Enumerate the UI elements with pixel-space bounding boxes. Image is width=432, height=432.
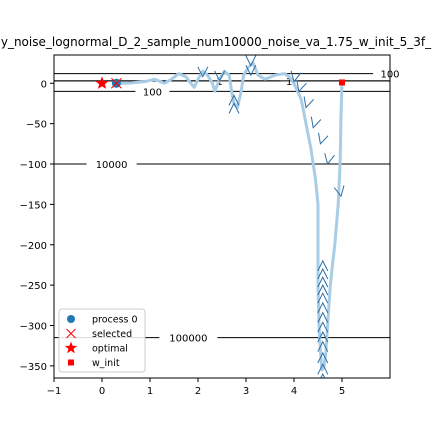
- y-tick-label: −250: [20, 281, 47, 292]
- trajectory-arrow: [228, 102, 240, 114]
- trajectory-arrow: [245, 64, 257, 77]
- legend-label: process 0: [92, 315, 138, 326]
- y-tick-label: −50: [26, 120, 47, 131]
- optimal-point: [95, 76, 109, 89]
- chart-title: y_noise_lognormal_D_2_sample_num10000_no…: [1, 35, 432, 49]
- legend-marker-optimal: [64, 341, 78, 354]
- axes: −1 0 1 2 3 4 5 0 −50 −100 −150 −200 −250 −300 −350: [20, 79, 346, 397]
- trajectory-arrow: [310, 116, 322, 129]
- trajectory-arrow: [317, 283, 329, 296]
- selected-point: [111, 77, 122, 89]
- trajectory-arrow: [317, 275, 329, 288]
- trajectory-arrow: [317, 363, 329, 375]
- legend-box: [58, 308, 146, 373]
- contour-label: 1: [286, 77, 292, 88]
- trajectory-arrow: [296, 80, 307, 93]
- legend: process 0 selected optimal w_init: [58, 308, 146, 373]
- trajectory-arrow: [228, 94, 240, 106]
- legend-marker-w-init: [68, 359, 74, 366]
- trajectory-arrow: [317, 340, 329, 352]
- y-tick-label: −350: [20, 362, 47, 373]
- trajectory: [116, 55, 345, 378]
- trajectory-arrow: [317, 321, 329, 333]
- x-tick-label: 5: [339, 386, 345, 397]
- trajectory-arrow: [245, 55, 257, 67]
- x-tick-label: 1: [147, 386, 153, 397]
- x-tick-label: 2: [195, 386, 201, 397]
- trajectory-arrow: [320, 372, 326, 378]
- legend-marker-process: [67, 315, 75, 323]
- x-tick-label: 0: [99, 386, 105, 397]
- contour-label: 10000: [96, 160, 128, 171]
- x-tick-label: 4: [291, 386, 297, 397]
- y-tick-label: 0: [41, 79, 47, 90]
- y-tick-label: −100: [20, 160, 47, 171]
- trajectory-arrow: [197, 66, 209, 78]
- x-tick-label: −1: [47, 386, 62, 397]
- trajectory-arrow: [324, 153, 335, 166]
- contour-label: 100000: [169, 334, 207, 345]
- trajectory-arrow: [317, 267, 329, 280]
- w-init-point: [339, 79, 345, 86]
- y-tick-label: −150: [20, 200, 47, 211]
- trajectory-arrow: [333, 185, 345, 198]
- trajectory-arrow: [303, 96, 315, 109]
- trajectory-arrow: [317, 301, 329, 314]
- point-markers: [95, 76, 345, 89]
- trajectory-arrow: [318, 132, 329, 145]
- trajectory-arrow: [317, 330, 329, 343]
- trajectory-arrow: [214, 70, 226, 82]
- trajectory-line: [116, 61, 344, 372]
- legend-marker-selected: [66, 328, 76, 339]
- legend-label: w_init: [92, 358, 120, 369]
- trajectory-arrow: [317, 259, 329, 272]
- trajectory-arrow: [317, 292, 329, 304]
- trajectory-arrow: [290, 70, 302, 83]
- y-tick-label: −300: [20, 322, 47, 333]
- contour-label: 100: [143, 87, 162, 98]
- trajectory-arrow: [317, 311, 329, 323]
- y-tick-label: −200: [20, 241, 47, 252]
- x-tick-label: 3: [243, 386, 249, 397]
- legend-label: selected: [92, 329, 132, 340]
- plot-frame: [53, 54, 391, 379]
- legend-label: optimal: [92, 344, 128, 355]
- trajectory-arrow: [317, 351, 329, 364]
